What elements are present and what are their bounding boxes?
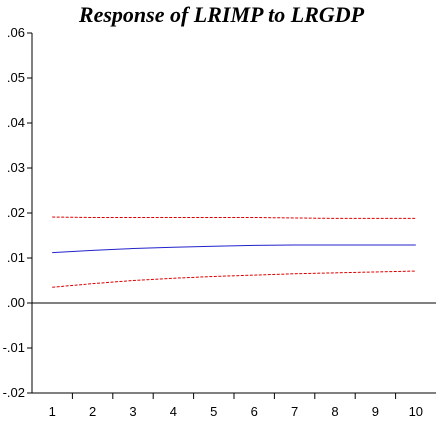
x-tick-label: 2 [89,404,96,419]
y-axis-ticks: .06 .05 .04 .03 .02 .01 .00 -.01 -.02 [3,25,32,400]
x-tick-label: 5 [210,404,217,419]
y-tick-label: .04 [7,115,25,130]
confidence-band-line [52,270,416,288]
x-tick-label: 3 [129,404,136,419]
y-tick-label: .05 [7,70,25,85]
x-tick-label: 6 [251,404,258,419]
x-axis-ticks: 1 2 3 4 5 6 7 8 9 10 [49,393,423,419]
confidence-band-line [52,216,416,219]
chart-axes [31,33,436,394]
chart-title: Response of LRIMP to LRGDP [78,2,365,27]
x-tick-label: 9 [372,404,379,419]
y-tick-label: .01 [7,250,25,265]
x-tick-label: 8 [331,404,338,419]
x-tick-label: 4 [170,404,177,419]
response-line [52,244,416,254]
y-tick-label: .00 [7,295,25,310]
y-tick-label: -.02 [3,385,25,400]
y-tick-label: .06 [7,25,25,40]
y-tick-label: .02 [7,205,25,220]
y-tick-label: -.01 [3,340,25,355]
series-group [52,216,416,288]
x-tick-label: 7 [291,404,298,419]
y-tick-label: .03 [7,160,25,175]
x-tick-label: 1 [49,404,56,419]
x-tick-label: 10 [409,404,423,419]
